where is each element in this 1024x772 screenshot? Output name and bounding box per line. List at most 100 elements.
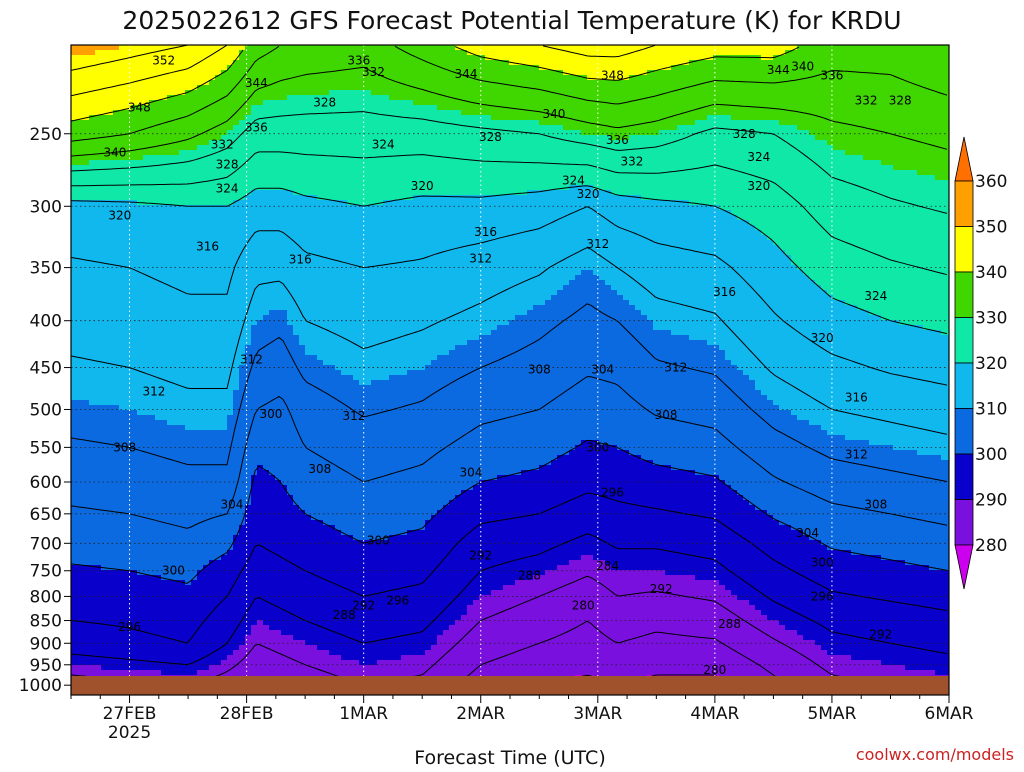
colorbar-label: 310 [975,400,1007,420]
contour-label: 344 [455,67,478,81]
contour-label: 292 [650,582,673,596]
contour-label: 340 [791,59,814,73]
contour-label: 324 [372,138,395,152]
contour-label: 348 [128,100,151,114]
x-tick-label: 4MAR [690,704,739,724]
x-tick-label: 5MAR [807,704,856,724]
contour-label: 324 [747,150,770,164]
colorbar-label: 280 [975,536,1007,556]
colorbar-label: 300 [975,445,1007,465]
x-tick-label: 3MAR [573,704,622,724]
colorbar-top-arrow [955,137,973,181]
contour-label: 312 [586,237,609,251]
contour-label: 308 [308,462,331,476]
y-tick-label: 1000 [19,676,62,696]
contour-label: 292 [352,598,375,612]
contour-label: 308 [528,362,551,376]
contour-label: 340 [103,145,126,159]
contour-label: 332 [620,154,643,168]
contour-label: 328 [889,94,912,108]
contour-label: 320 [108,208,131,222]
contour-label: 320 [747,179,770,193]
contour-label: 340 [542,107,565,121]
contour-label: 296 [386,593,409,607]
y-axis: 2503003504004505005506006507007508008509… [19,125,71,696]
colorbar-label: 360 [975,172,1007,192]
contour-label: 304 [591,362,614,376]
colorbar-segment [955,227,973,273]
y-tick-label: 750 [30,562,62,582]
contour-label: 308 [113,440,136,454]
contour-label: 292 [469,549,492,563]
contour-label: 296 [118,620,141,634]
colorbar-label: 290 [975,491,1007,511]
x-tick-label: 28FEB [220,704,274,724]
x-tick-label: 27FEB [103,704,157,724]
contour-label: 312 [342,409,365,423]
y-tick-label: 800 [30,587,62,607]
colorbar-segment [955,500,973,546]
contour-label: 312 [469,251,492,265]
colorbar-label: 340 [975,263,1007,283]
contour-label: 296 [601,485,624,499]
contour-label: 324 [864,289,887,303]
x-axis-label: Forecast Time (UTC) [414,747,605,768]
contour-label: 300 [367,533,390,547]
watermark: coolwx.com/models [856,745,1014,764]
colorbar-label: 320 [975,354,1007,374]
contour-label: 320 [577,187,600,201]
contour-label: 288 [518,568,541,582]
contour-label: 288 [718,617,741,631]
y-tick-label: 350 [30,259,62,279]
colorbar-bottom-arrow [955,545,973,589]
y-tick-label: 700 [30,534,62,554]
contour-label: 312 [240,353,263,367]
contour-label: 328 [313,95,336,109]
plot-area: 3523443483363403323283243203163163123123… [71,45,954,696]
contour-label: 308 [864,498,887,512]
contour-label: 344 [245,76,268,90]
colorbar-segment [955,454,973,500]
contour-label: 328 [216,157,239,171]
contour-label: 332 [362,65,385,79]
contour-label: 352 [152,54,175,68]
y-tick-label: 250 [30,125,62,145]
contour-label: 280 [572,598,595,612]
contour-label: 320 [811,331,834,345]
contour-label: 316 [289,253,312,267]
x-tick-label: 6MAR [925,704,974,724]
contour-label: 332 [855,94,878,108]
contour-label: 300 [811,556,834,570]
contour-label: 292 [869,627,892,641]
contour-label: 284 [596,559,619,573]
contour-label: 312 [845,448,868,462]
colorbar-segment [955,318,973,364]
contour-label: 336 [606,133,629,147]
contour-label: 336 [820,69,843,83]
contour-label: 324 [562,173,585,187]
contour-label: 300 [260,407,283,421]
contour-label: 316 [713,285,736,299]
contour-label: 304 [221,498,244,512]
contour-label: 328 [733,127,756,141]
contour-label: 308 [655,408,678,422]
contour-label: 312 [664,361,687,375]
y-tick-label: 900 [30,634,62,654]
y-tick-label: 950 [30,656,62,676]
y-tick-label: 650 [30,505,62,525]
colorbar-label: 330 [975,309,1007,329]
contour-label: 336 [245,120,268,134]
contour-label: 348 [601,69,624,83]
contour-label: 316 [845,390,868,404]
y-tick-label: 500 [30,400,62,420]
y-tick-label: 300 [30,197,62,217]
y-tick-label: 450 [30,359,62,379]
contour-label: 312 [142,385,165,399]
ground-surface [71,676,949,695]
y-tick-label: 550 [30,438,62,458]
y-tick-label: 600 [30,473,62,493]
x-tick-sublabel: 2025 [108,723,151,743]
